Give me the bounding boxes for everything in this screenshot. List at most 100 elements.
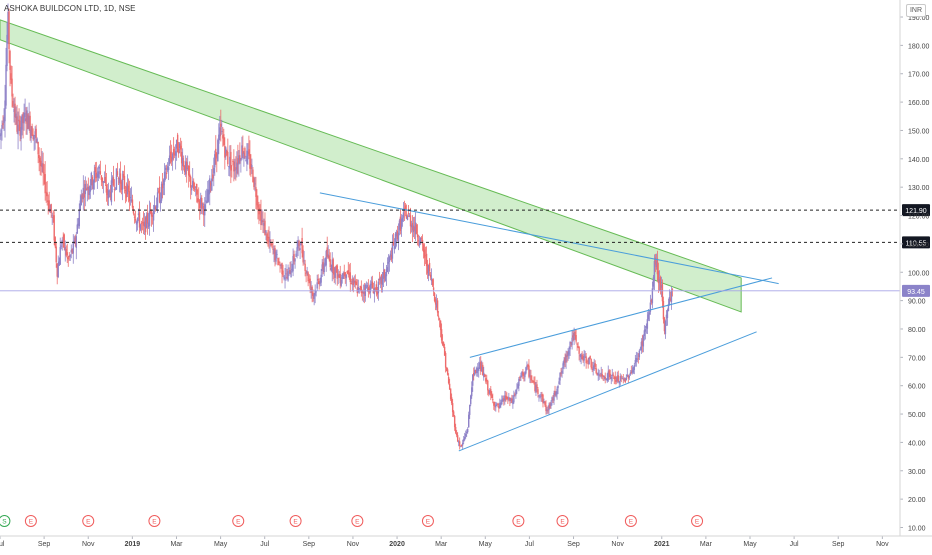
candle-body [557,385,559,389]
candle-body [117,177,120,179]
candle-body [360,286,363,293]
candle-body [484,375,486,377]
candle-body [424,255,427,257]
candle-body [40,160,42,167]
candle-body [335,266,337,268]
candle-body [475,369,477,373]
candle-body [325,251,327,266]
candle-body [469,405,471,415]
candle-body [7,12,9,40]
candle-body [242,147,244,154]
candle-body [568,350,570,355]
candle-body [326,247,328,258]
earnings-marker-label: E [426,519,431,526]
candle-body [554,390,556,396]
candle-body [599,375,601,377]
candle-body [108,190,111,192]
candle-body [79,200,81,210]
candle-body [29,115,31,134]
candle-body [378,278,381,281]
candle-body [140,223,143,225]
candle-body [327,254,329,256]
candle-body [648,312,651,315]
candle-body [210,182,212,186]
candle-body [345,274,347,279]
candle-body [318,281,320,285]
currency-badge[interactable]: INR [906,4,926,17]
candle-body [128,191,131,202]
candle-body [130,199,133,202]
candle-body [278,261,280,263]
candle-body [535,385,537,393]
candle-body [67,257,69,260]
candle-body [567,352,569,357]
candle-body [596,373,598,376]
candle-body [282,270,284,276]
candle-body [57,264,59,278]
candle-body [138,212,141,228]
candle-body [633,365,636,370]
candle-body [255,187,257,197]
candle-body [124,190,127,191]
x-tick-label: Jul [525,541,534,548]
candle-body [21,114,23,130]
candle-body [254,183,256,185]
candle-body [38,154,40,159]
candle-body [641,341,644,346]
candle-body [365,287,368,289]
candle-body [438,318,441,320]
candle-body [232,161,234,162]
candle-body [274,248,276,261]
candle-body [144,217,147,233]
candle-body [595,368,597,374]
candle-body [290,270,292,278]
candle-body [220,123,222,127]
candle-body [488,390,490,394]
candle-body [442,342,445,347]
candle-body [240,160,242,162]
candle-body [388,256,391,262]
candle-body [87,186,90,191]
candle-body [122,173,125,178]
candle-body [379,277,382,280]
candle-body [607,371,609,381]
candle-body [157,190,160,192]
price-axis[interactable]: 190.00 180.00 170.00 160.00 150.00 140.00 130.… [899,0,930,536]
candle-body [630,372,633,373]
candle-body [485,378,487,382]
candle-body [241,145,243,160]
x-tick-label: Jul [0,541,5,548]
y-tick-label: 40.00 [908,440,926,447]
candle-body [337,274,339,277]
candle-body [253,178,255,188]
candle-body [606,378,608,382]
candle-body [257,204,259,208]
candle-body [570,342,572,344]
candle-body [285,273,287,275]
candle-body [101,177,104,183]
candle-body [402,212,405,218]
candle-body [470,395,472,405]
earnings-marker [232,515,245,527]
candle-body [270,242,272,246]
candle-body [127,185,130,192]
candle-body [454,427,457,433]
candle-body [598,374,600,376]
candle-body [433,293,436,301]
candle-body [346,271,348,274]
candle-body [458,441,461,447]
candle-body [15,113,17,118]
candle-body [321,264,323,271]
candle-body [548,404,550,411]
candle-body [194,189,196,191]
candle-body [309,278,311,289]
candle-body [671,288,674,290]
candle-body [200,197,202,205]
candle-body [310,288,312,290]
trendline-wedge-lower [458,331,757,452]
time-axis[interactable]: Jul Sep Nov 2019 Mar May Jul Sep Nov 2020 Mar May Ju… [0,535,932,548]
candle-body [668,297,671,306]
candle-body [185,161,188,170]
